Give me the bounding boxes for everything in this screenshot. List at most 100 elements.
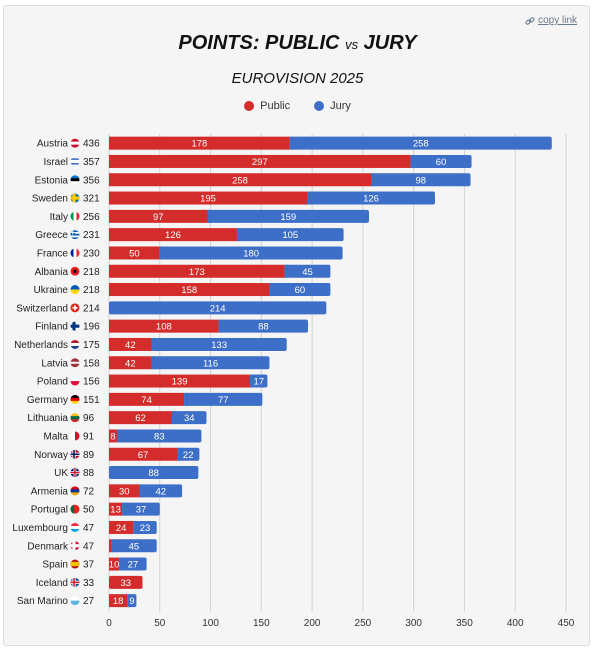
flag-uk-icon bbox=[70, 468, 80, 478]
category-label: Malta bbox=[44, 431, 69, 442]
bar-jury-join bbox=[133, 520, 137, 534]
total-label: 50 bbox=[83, 505, 95, 516]
data-label-public: 258 bbox=[232, 175, 248, 186]
bar-jury-join bbox=[269, 283, 273, 297]
data-label-public: 178 bbox=[191, 139, 207, 150]
bar-jury-join bbox=[218, 319, 222, 333]
bar-public bbox=[109, 539, 112, 553]
data-label-jury: 88 bbox=[258, 322, 269, 333]
flag-sweden-icon bbox=[70, 193, 80, 203]
bar-public bbox=[109, 173, 372, 187]
total-label: 230 bbox=[83, 248, 100, 259]
data-label-public: 158 bbox=[181, 285, 197, 296]
data-label-jury: 83 bbox=[154, 431, 165, 442]
data-label-jury: 17 bbox=[254, 377, 265, 388]
copy-link-label[interactable]: copy link bbox=[538, 15, 577, 26]
bar-jury-join bbox=[119, 557, 123, 571]
data-label-public: 24 bbox=[116, 523, 127, 534]
data-label-public: 108 bbox=[156, 322, 172, 333]
flag-israel-icon bbox=[70, 156, 80, 166]
data-label-jury: 105 bbox=[282, 230, 298, 241]
total-label: 156 bbox=[83, 377, 100, 388]
category-label: Israel bbox=[44, 157, 68, 168]
flag-france-icon bbox=[70, 248, 80, 258]
category-label: Spain bbox=[42, 560, 68, 571]
data-label-jury: 27 bbox=[128, 560, 139, 571]
bar-jury-join bbox=[289, 136, 293, 150]
bar-public bbox=[109, 337, 152, 351]
flag-malta-icon bbox=[70, 431, 80, 441]
total-label: 47 bbox=[83, 541, 95, 552]
category-label: Switzerland bbox=[16, 303, 68, 314]
category-label: Albania bbox=[35, 267, 69, 278]
bar-jury bbox=[236, 228, 344, 242]
bar-jury bbox=[133, 520, 157, 534]
bar-public bbox=[109, 575, 143, 589]
bar-jury bbox=[184, 392, 263, 406]
data-label-jury: 23 bbox=[140, 523, 151, 534]
bar-public bbox=[109, 557, 120, 571]
data-label-jury: 258 bbox=[413, 139, 429, 150]
bar-jury bbox=[109, 301, 327, 315]
data-label-jury: 9 bbox=[129, 596, 134, 607]
flag-netherlands-icon bbox=[70, 339, 80, 349]
copy-link[interactable]: copy link bbox=[525, 15, 577, 26]
data-label-public: 42 bbox=[125, 340, 136, 351]
bar-jury-join bbox=[122, 502, 126, 516]
bar-jury-join bbox=[171, 411, 175, 425]
total-label: 321 bbox=[83, 194, 100, 205]
bar-jury-join bbox=[307, 191, 311, 205]
flag-estonia-icon bbox=[70, 175, 80, 185]
data-label-public: 139 bbox=[172, 377, 188, 388]
total-label: 91 bbox=[83, 431, 95, 442]
data-label-jury: 37 bbox=[136, 505, 147, 516]
data-label-jury: 45 bbox=[302, 267, 313, 278]
title-vs: vs bbox=[345, 37, 359, 52]
flag-latvia-icon bbox=[70, 358, 80, 368]
flag-poland-icon bbox=[70, 376, 80, 386]
data-label-public: 62 bbox=[135, 413, 146, 424]
bar-public bbox=[109, 502, 123, 516]
category-label: Lithuania bbox=[27, 413, 68, 424]
bar-jury-join bbox=[117, 429, 121, 443]
total-label: 175 bbox=[83, 340, 100, 351]
legend-item-public[interactable]: Public bbox=[244, 100, 290, 112]
data-label-public: 10 bbox=[109, 560, 120, 571]
bar-jury-join bbox=[151, 356, 155, 370]
bar-jury bbox=[284, 264, 331, 278]
bar-jury bbox=[171, 411, 207, 425]
legend-item-jury[interactable]: Jury bbox=[314, 100, 351, 112]
bar-jury bbox=[159, 246, 343, 260]
data-label-public: 18 bbox=[113, 596, 124, 607]
flag-albania-icon bbox=[70, 266, 80, 276]
x-tick-label: 350 bbox=[456, 618, 473, 629]
total-label: 158 bbox=[83, 358, 100, 369]
data-label-jury: 60 bbox=[436, 157, 447, 168]
category-label: Greece bbox=[35, 230, 68, 241]
flag-italy-icon bbox=[70, 211, 80, 221]
bar-jury bbox=[139, 484, 183, 498]
data-label-public: 74 bbox=[141, 395, 152, 406]
category-label: Portugal bbox=[31, 505, 68, 516]
category-label: Armenia bbox=[31, 486, 69, 497]
data-label-public: 8 bbox=[110, 431, 115, 442]
data-label-public: 13 bbox=[110, 505, 121, 516]
bar-jury bbox=[177, 447, 200, 461]
x-tick-label: 450 bbox=[558, 618, 575, 629]
data-label-jury: 214 bbox=[210, 303, 226, 314]
total-label: 27 bbox=[83, 596, 95, 607]
bar-jury bbox=[117, 429, 202, 443]
data-label-jury: 45 bbox=[129, 541, 140, 552]
legend-label-public: Public bbox=[260, 100, 291, 112]
bar-jury bbox=[207, 209, 369, 223]
flag-armenia-icon bbox=[70, 486, 80, 496]
flag-san-marino-icon bbox=[70, 596, 80, 606]
bar-jury bbox=[151, 356, 270, 370]
x-tick-label: 50 bbox=[154, 618, 166, 629]
bar-public bbox=[109, 246, 160, 260]
bar-public bbox=[109, 136, 290, 150]
data-label-public: 42 bbox=[125, 358, 136, 369]
category-label: Poland bbox=[37, 377, 68, 388]
total-label: 218 bbox=[83, 285, 100, 296]
flag-germany-icon bbox=[70, 394, 80, 404]
